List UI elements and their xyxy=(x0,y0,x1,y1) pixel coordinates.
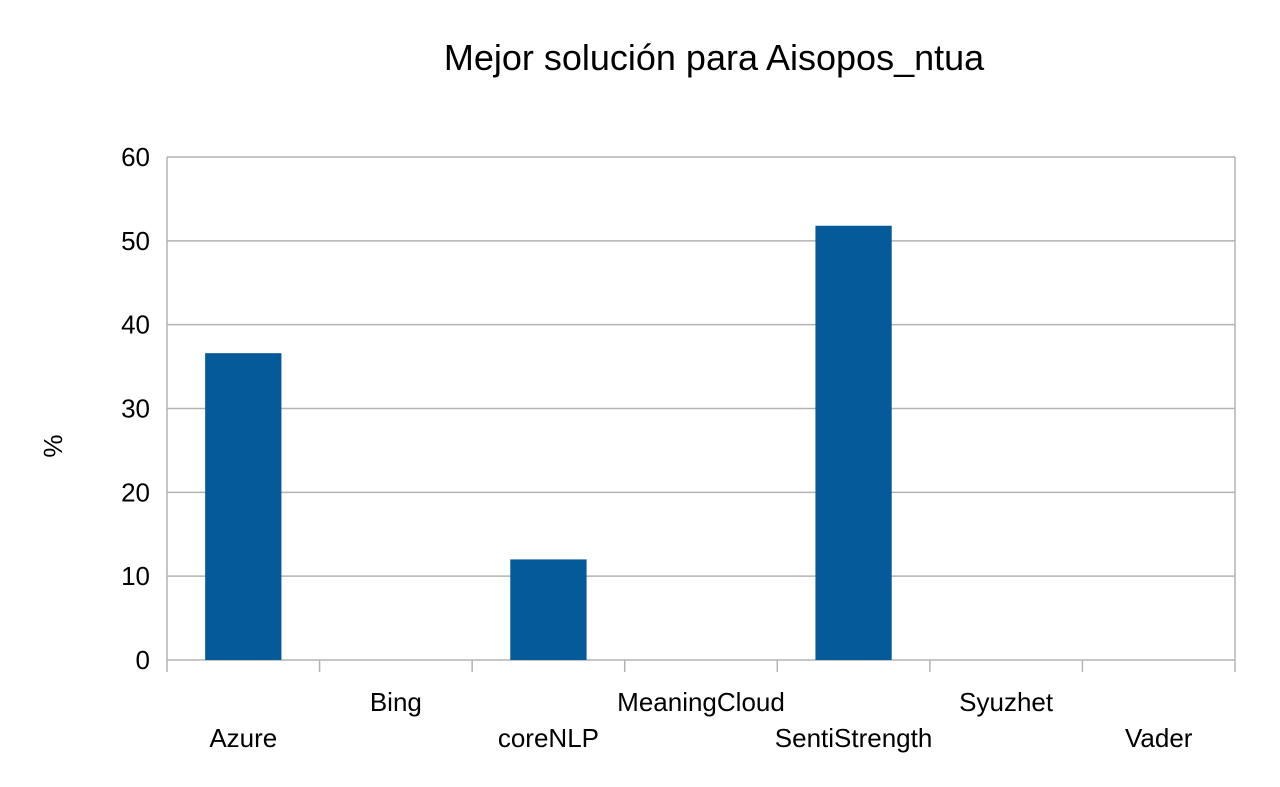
y-tick-labels: 0 10 20 30 40 50 60 xyxy=(121,142,150,675)
chart-title: Mejor solución para Aisopos_ntua xyxy=(444,37,985,78)
y-tick-label: 30 xyxy=(121,394,150,424)
y-tick-label: 10 xyxy=(121,561,150,591)
y-tick-label: 20 xyxy=(121,477,150,507)
y-axis-label: % xyxy=(38,434,68,457)
y-tick-label: 40 xyxy=(121,310,150,340)
y-tick-label: 50 xyxy=(121,226,150,256)
bar-Azure xyxy=(205,353,282,660)
x-tick-label-Bing: Bing xyxy=(370,687,422,717)
gridlines xyxy=(167,156,1235,661)
x-tick-label-MeaningCloud: MeaningCloud xyxy=(617,687,785,717)
bar-SentiStrength xyxy=(815,225,892,660)
y-tick-label: 0 xyxy=(136,645,150,675)
bars xyxy=(205,225,892,660)
y-tick-label: 60 xyxy=(121,142,150,172)
bar-coreNLP xyxy=(510,559,587,660)
axes xyxy=(166,157,1236,672)
x-tick-label-Vader: Vader xyxy=(1125,723,1193,753)
x-tick-label-Syuzhet: Syuzhet xyxy=(959,687,1054,717)
x-tick-label-SentiStrength: SentiStrength xyxy=(775,723,933,753)
x-tick-label-coreNLP: coreNLP xyxy=(498,723,599,753)
x-tick-label-Azure: Azure xyxy=(209,723,277,753)
x-tick-labels: Azure Bing coreNLP MeaningCloud SentiStrengt… xyxy=(209,687,1192,753)
